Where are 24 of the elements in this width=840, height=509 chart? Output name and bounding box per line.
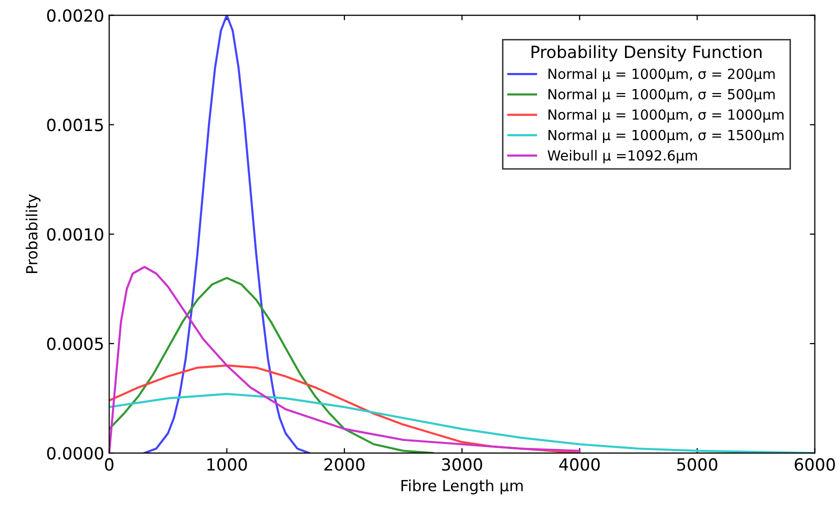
legend-label: Normal μ = 1000μm, σ = 1000μm (548, 109, 784, 123)
x-axis-title: Fibre Length μm (402, 480, 523, 494)
legend-label: Weibull μ =1092.6μm (548, 150, 697, 164)
x-tick-label: 4000 (559, 458, 600, 471)
line-series (109, 364, 581, 454)
legend-label: Normal μ = 1000μm, σ = 200μm (548, 68, 775, 82)
line-series (109, 276, 434, 454)
y-tick-label: 0.0010 (47, 228, 104, 241)
legend-label: Normal μ = 1000μm, σ = 1500μm (548, 130, 784, 143)
y-axis-title: Probability (26, 194, 40, 274)
y-tick-label: 0.0020 (47, 9, 104, 22)
x-tick-label: 0 (104, 458, 114, 471)
x-tick-label: 6000 (794, 458, 835, 471)
y-tick-label: 0.0005 (47, 338, 103, 350)
y-tick-label: 0.0015 (47, 118, 103, 132)
x-tick-label: 3000 (442, 458, 482, 471)
legend-title: Probability Density Function (532, 45, 762, 62)
legend-label: Normal μ = 1000μm, σ = 500μm (548, 88, 775, 102)
y-tick-label: 0.0000 (47, 446, 104, 460)
x-tick-label: 5000 (677, 458, 718, 471)
x-tick-label: 2000 (324, 458, 364, 471)
x-tick-label: 1000 (207, 458, 247, 471)
line-series (143, 15, 310, 454)
line-series (109, 266, 581, 454)
